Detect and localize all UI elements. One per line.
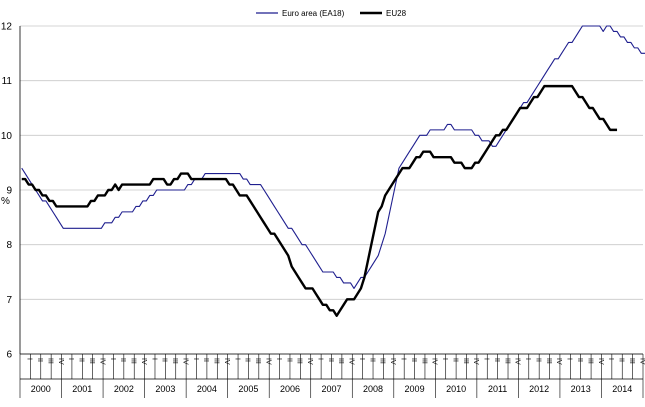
year-label: 2000 — [31, 384, 51, 394]
quarter-label: III — [46, 358, 53, 364]
series-lines — [21, 25, 645, 317]
quarter-label: III — [171, 358, 178, 364]
quarter-label: III — [628, 358, 635, 364]
quarter-label: II — [368, 358, 375, 362]
year-label: 2007 — [321, 384, 341, 394]
quarter-label: IV — [306, 358, 313, 365]
y-tick-label: 7 — [6, 295, 12, 306]
year-label: 2001 — [72, 384, 92, 394]
quarter-label: II — [78, 358, 85, 362]
legend: Euro area (EA18) EU28 — [256, 9, 407, 18]
quarter-label: III — [503, 358, 510, 364]
quarter-label: IV — [223, 358, 230, 365]
quarter-label: IV — [348, 358, 355, 365]
quarter-label: IV — [597, 358, 604, 365]
quarter-label: II — [202, 358, 209, 362]
quarter-label: I — [233, 358, 240, 360]
quarter-label: I — [316, 358, 323, 360]
quarter-label: I — [109, 358, 116, 360]
quarter-label: I — [67, 358, 74, 360]
quarter-label: I — [566, 358, 573, 360]
year-label: 2002 — [114, 384, 134, 394]
quarter-label: III — [545, 358, 552, 364]
year-label: 2013 — [571, 384, 591, 394]
quarter-label: IV — [431, 358, 438, 365]
legend-label-eu28: EU28 — [386, 9, 407, 18]
quarter-label: IV — [57, 358, 64, 365]
quarter-label: IV — [389, 358, 396, 365]
quarter-label: III — [337, 358, 344, 364]
quarter-label: IV — [472, 358, 479, 365]
quarter-label: II — [534, 358, 541, 362]
quarter-label: I — [441, 358, 448, 360]
quarter-label: II — [410, 358, 417, 362]
quarter-label: IV — [514, 358, 521, 365]
y-axis: 6 7 8 9 10 11 12 — [1, 22, 21, 361]
gridlines — [20, 25, 643, 355]
quarter-label: I — [607, 358, 614, 360]
quarter-label: IV — [181, 358, 188, 365]
year-label: 2010 — [446, 384, 466, 394]
year-label: 2009 — [405, 384, 425, 394]
quarter-label: I — [483, 358, 490, 360]
series-line-euro-area — [21, 25, 645, 289]
quarter-label: II — [451, 358, 458, 362]
quarter-label: I — [275, 358, 282, 360]
quarter-label: I — [399, 358, 406, 360]
year-label: 2014 — [612, 384, 632, 394]
y-tick-label: 9 — [6, 186, 12, 197]
quarter-label: III — [420, 358, 427, 364]
quarter-label: III — [586, 358, 593, 364]
quarter-label: IV — [638, 358, 645, 365]
quarter-label: IV — [140, 358, 147, 365]
quarter-label: II — [493, 358, 500, 362]
quarter-label: II — [327, 358, 334, 362]
quarter-label: I — [358, 358, 365, 360]
quarter-label: I — [524, 358, 531, 360]
y-tick-label: 10 — [1, 131, 13, 142]
quarter-label: IV — [265, 358, 272, 365]
quarter-label: III — [213, 358, 220, 364]
year-label: 2003 — [155, 384, 175, 394]
quarter-label: III — [462, 358, 469, 364]
quarter-label: I — [150, 358, 157, 360]
quarter-label: IV — [98, 358, 105, 365]
quarter-label: III — [88, 358, 95, 364]
quarter-label: III — [130, 358, 137, 364]
quarter-label: II — [36, 358, 43, 362]
quarter-label: IV — [555, 358, 562, 365]
quarter-label: II — [244, 358, 251, 362]
quarter-label: II — [576, 358, 583, 362]
quarter-label: III — [379, 358, 386, 364]
quarter-label: I — [26, 358, 33, 360]
quarter-label: III — [296, 358, 303, 364]
quarter-label: III — [254, 358, 261, 364]
quarter-label: I — [192, 358, 199, 360]
y-tick-label: 12 — [1, 22, 13, 33]
y-tick-label: 8 — [6, 240, 12, 251]
quarter-label: II — [119, 358, 126, 362]
year-label: 2004 — [197, 384, 217, 394]
y-tick-label: 11 — [2, 76, 13, 87]
series-line-eu28 — [21, 84, 618, 317]
quarter-label: II — [285, 358, 292, 362]
year-label: 2005 — [238, 384, 258, 394]
x-axis: I II III IV I II III IV I II III IV I II III IV I II III IV… — [19, 353, 645, 398]
y-axis-label: % — [1, 196, 10, 207]
year-label: 2008 — [363, 384, 383, 394]
year-label: 2006 — [280, 384, 300, 394]
quarter-label: II — [161, 358, 168, 362]
quarter-label: II — [618, 358, 625, 362]
legend-label-euro-area: Euro area (EA18) — [282, 9, 345, 18]
year-label: 2011 — [488, 384, 507, 394]
y-tick-label: 6 — [6, 350, 12, 361]
year-label: 2012 — [529, 384, 549, 394]
